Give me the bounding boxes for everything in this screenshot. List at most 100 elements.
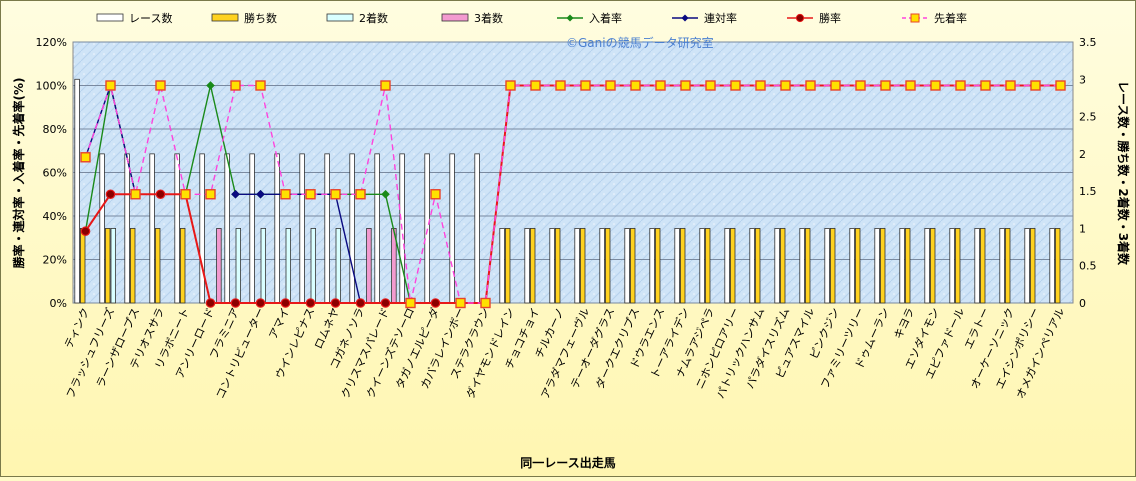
data-point <box>1005 80 1016 91</box>
bar <box>674 228 680 304</box>
bar-series <box>74 78 1061 304</box>
data-point <box>780 80 791 91</box>
bar <box>774 228 780 304</box>
bar <box>105 228 111 304</box>
data-point <box>355 189 366 200</box>
data-point <box>555 80 566 91</box>
bar <box>149 153 155 304</box>
bar <box>780 228 786 304</box>
data-point <box>655 80 666 91</box>
bar <box>235 228 241 304</box>
bar <box>124 153 130 304</box>
data-point <box>305 298 316 308</box>
bar <box>724 228 730 304</box>
x-axis-title: 同一レース出走馬 <box>520 455 615 470</box>
bar <box>335 228 341 304</box>
data-point <box>480 297 491 309</box>
data-point <box>505 80 516 91</box>
data-point <box>205 298 216 308</box>
x-category-label: アマイ <box>266 306 292 341</box>
legend-label: レース数 <box>129 12 172 25</box>
bar <box>699 228 705 304</box>
legend-marker <box>795 13 805 23</box>
data-point <box>130 189 141 200</box>
bar <box>730 228 736 304</box>
bar <box>530 228 536 304</box>
data-point <box>380 80 391 91</box>
bar <box>349 153 355 304</box>
data-point <box>880 80 891 91</box>
bar <box>749 228 755 304</box>
data-point <box>680 80 691 91</box>
bar <box>799 228 805 304</box>
y-axis-left: 0% 20% 40% 60% 80% 100% 120% <box>36 36 67 310</box>
bar <box>655 228 661 304</box>
data-point <box>381 189 390 199</box>
bar <box>224 153 230 304</box>
bar <box>199 153 205 304</box>
y-axis-left-title: 勝率・連対率・入着率・先着率(%) <box>11 78 26 269</box>
legend-swatch <box>326 13 354 22</box>
bar <box>630 228 636 304</box>
bar <box>174 153 180 304</box>
data-point <box>1030 80 1041 91</box>
data-point <box>905 80 916 91</box>
y-axis-right-title: レース数・勝ち数・2着数・3着数 <box>1116 81 1131 266</box>
bar <box>824 228 830 304</box>
data-point <box>630 80 641 91</box>
bar <box>830 228 836 304</box>
data-point <box>230 80 241 91</box>
bar <box>905 228 911 304</box>
data-point <box>705 80 716 91</box>
data-point <box>430 298 441 308</box>
bar <box>899 228 905 304</box>
bar <box>599 228 605 304</box>
bar <box>874 228 880 304</box>
y-right-tick-label: 3.5 <box>1079 36 1097 49</box>
y-left-tick-label: 40% <box>43 210 67 223</box>
data-point <box>105 80 116 91</box>
bar <box>549 228 555 304</box>
data-point <box>830 80 841 91</box>
data-point <box>930 80 941 91</box>
bar <box>924 228 930 304</box>
bar <box>99 153 105 304</box>
bar <box>299 153 305 304</box>
bar <box>110 228 116 304</box>
legend-swatch <box>441 13 469 22</box>
data-point <box>105 189 116 200</box>
data-point <box>755 80 766 91</box>
y-right-tick-label: 1.5 <box>1079 185 1097 198</box>
bar <box>274 153 280 304</box>
data-point <box>405 297 416 309</box>
bar <box>955 228 961 304</box>
bar <box>179 228 186 304</box>
legend: レース数 勝ち数 2着数 3着数 入着率 連対率 勝率 先着率 <box>96 11 967 25</box>
data-point <box>155 80 166 91</box>
bar <box>1030 228 1036 304</box>
legend-label: 先着率 <box>934 11 967 25</box>
bar <box>574 228 580 304</box>
data-point <box>180 189 191 200</box>
bar <box>249 153 255 304</box>
data-point <box>256 189 265 199</box>
bar <box>324 153 330 304</box>
data-point <box>80 152 91 163</box>
legend-marker <box>681 14 689 22</box>
bar <box>449 153 455 304</box>
bar <box>80 228 86 304</box>
legend-label: 3着数 <box>474 11 503 25</box>
data-point <box>255 298 266 308</box>
bar <box>260 228 266 304</box>
y-right-tick-label: 1 <box>1079 222 1086 235</box>
bar <box>930 228 936 304</box>
data-point <box>355 298 366 308</box>
bar <box>374 153 380 304</box>
data-point <box>1055 80 1066 91</box>
data-point <box>305 189 316 200</box>
line-series <box>80 80 1066 309</box>
bar <box>1049 228 1055 304</box>
data-point <box>580 80 591 91</box>
